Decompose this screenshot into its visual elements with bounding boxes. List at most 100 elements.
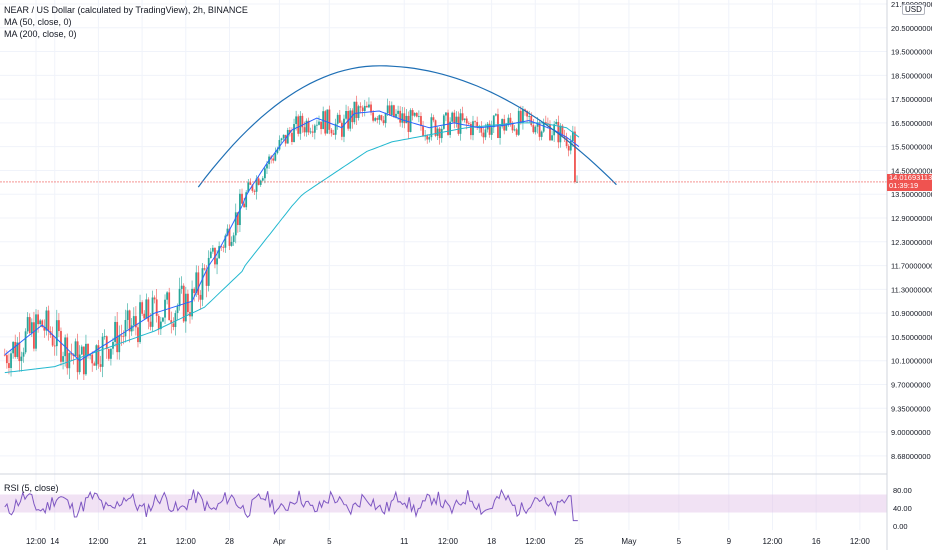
candle-body (542, 122, 545, 132)
candle-body (457, 116, 460, 134)
candle-body (432, 117, 435, 121)
candle-body (78, 354, 81, 373)
candle-body (145, 299, 148, 319)
candle-body (41, 320, 44, 328)
candle-body (316, 124, 318, 126)
ma50-legend[interactable]: MA (50, close, 0) (4, 17, 72, 27)
time-tick-label: 16 (812, 537, 821, 546)
candle-body (355, 101, 358, 118)
ma200-legend[interactable]: MA (200, close, 0) (4, 29, 77, 39)
time-axis[interactable]: 12:00 14 12:00 21 12:00 28 Apr 5 11 12:00 18 12:00 2… (26, 537, 870, 546)
candle-body (411, 110, 414, 116)
current-price-value: 14.01693113 (889, 172, 932, 182)
candle-body (62, 356, 64, 362)
grid-lines (0, 0, 887, 530)
candle-body (195, 272, 198, 294)
candle-body (3, 354, 6, 356)
candle-body (278, 139, 281, 150)
candle-body (376, 118, 379, 120)
candle-body (159, 321, 162, 330)
candle-body (201, 268, 204, 300)
candle-body (37, 314, 39, 325)
trend-arc-drawing[interactable] (197, 65, 617, 188)
candle-body (228, 228, 231, 246)
candle-body (532, 125, 535, 133)
time-tick-label: 12:00 (850, 537, 871, 546)
price-axis[interactable]: 21.5000000020.5000000019.5000000018.5000… (891, 0, 932, 461)
candle-body (434, 120, 437, 136)
candle-body (528, 116, 531, 117)
candle-body (343, 118, 345, 137)
candle-body (28, 317, 31, 334)
candle-body (378, 115, 381, 120)
candle-body (20, 356, 23, 362)
candle-body (82, 346, 85, 375)
candle-body (107, 349, 110, 359)
candle-body (274, 153, 277, 161)
time-tick-label: Apr (273, 537, 286, 546)
candle-body (197, 272, 200, 295)
candle-body (45, 310, 48, 331)
candle-body (393, 105, 395, 118)
time-tick-label: 12:00 (762, 537, 783, 546)
candle-body (565, 137, 568, 147)
symbol-title[interactable]: NEAR / US Dollar (calculated by TradingV… (4, 5, 248, 15)
candle-body (216, 258, 218, 265)
candle-body (60, 331, 62, 362)
candle-body (515, 129, 518, 135)
candle-body (203, 268, 206, 270)
price-tick-label: 9.35000000 (891, 404, 931, 413)
candle-body (5, 355, 8, 364)
candle-body (280, 138, 283, 140)
candle-body (436, 128, 439, 136)
candle-body (180, 285, 183, 289)
candle-body (384, 113, 387, 124)
candle-body (538, 123, 541, 137)
candle-body (576, 181, 578, 183)
candle-body (338, 114, 341, 123)
candle-body (295, 116, 298, 125)
candle-body (33, 322, 35, 349)
candle-body (293, 124, 295, 142)
candle-body (449, 121, 452, 135)
price-tick-label: 14.50000000 (891, 166, 932, 175)
candle-body (264, 168, 266, 179)
candle-body (482, 132, 485, 138)
countdown-timer: 01:39:19 (889, 181, 919, 191)
candle-body (467, 123, 470, 125)
candle-body (114, 321, 116, 342)
candle-body (176, 306, 179, 314)
candle-body (530, 116, 533, 126)
candle-body (55, 320, 58, 347)
price-tick-label: 12.30000000 (891, 238, 932, 247)
candle-body (301, 115, 304, 128)
candle-body (245, 192, 248, 208)
candle-body (132, 316, 135, 326)
candle-body (211, 247, 214, 252)
candle-body (357, 106, 360, 118)
candle-body (311, 131, 314, 133)
candle-body (147, 299, 150, 322)
candle-body (474, 121, 476, 123)
candle-body (345, 111, 347, 119)
candle-body (534, 126, 537, 133)
rsi-legend[interactable]: RSI (5, close) (4, 483, 59, 493)
candle-body (288, 130, 291, 133)
price-tick-label: 10.90000000 (891, 309, 932, 318)
candle-body (91, 354, 94, 364)
time-tick-label: 12:00 (438, 537, 459, 546)
candle-body (164, 299, 166, 318)
candle-body (501, 119, 504, 127)
candle-body (143, 313, 146, 319)
candle-body (137, 327, 139, 343)
candle-body (191, 288, 193, 317)
candle-body (561, 125, 564, 136)
candle-body (97, 345, 100, 365)
candle-body (399, 110, 402, 123)
candle-body (340, 122, 343, 137)
currency-tag[interactable]: USD (902, 4, 925, 15)
candle-body (519, 110, 522, 123)
ma50-line (4, 110, 580, 362)
candle-body (567, 146, 570, 151)
